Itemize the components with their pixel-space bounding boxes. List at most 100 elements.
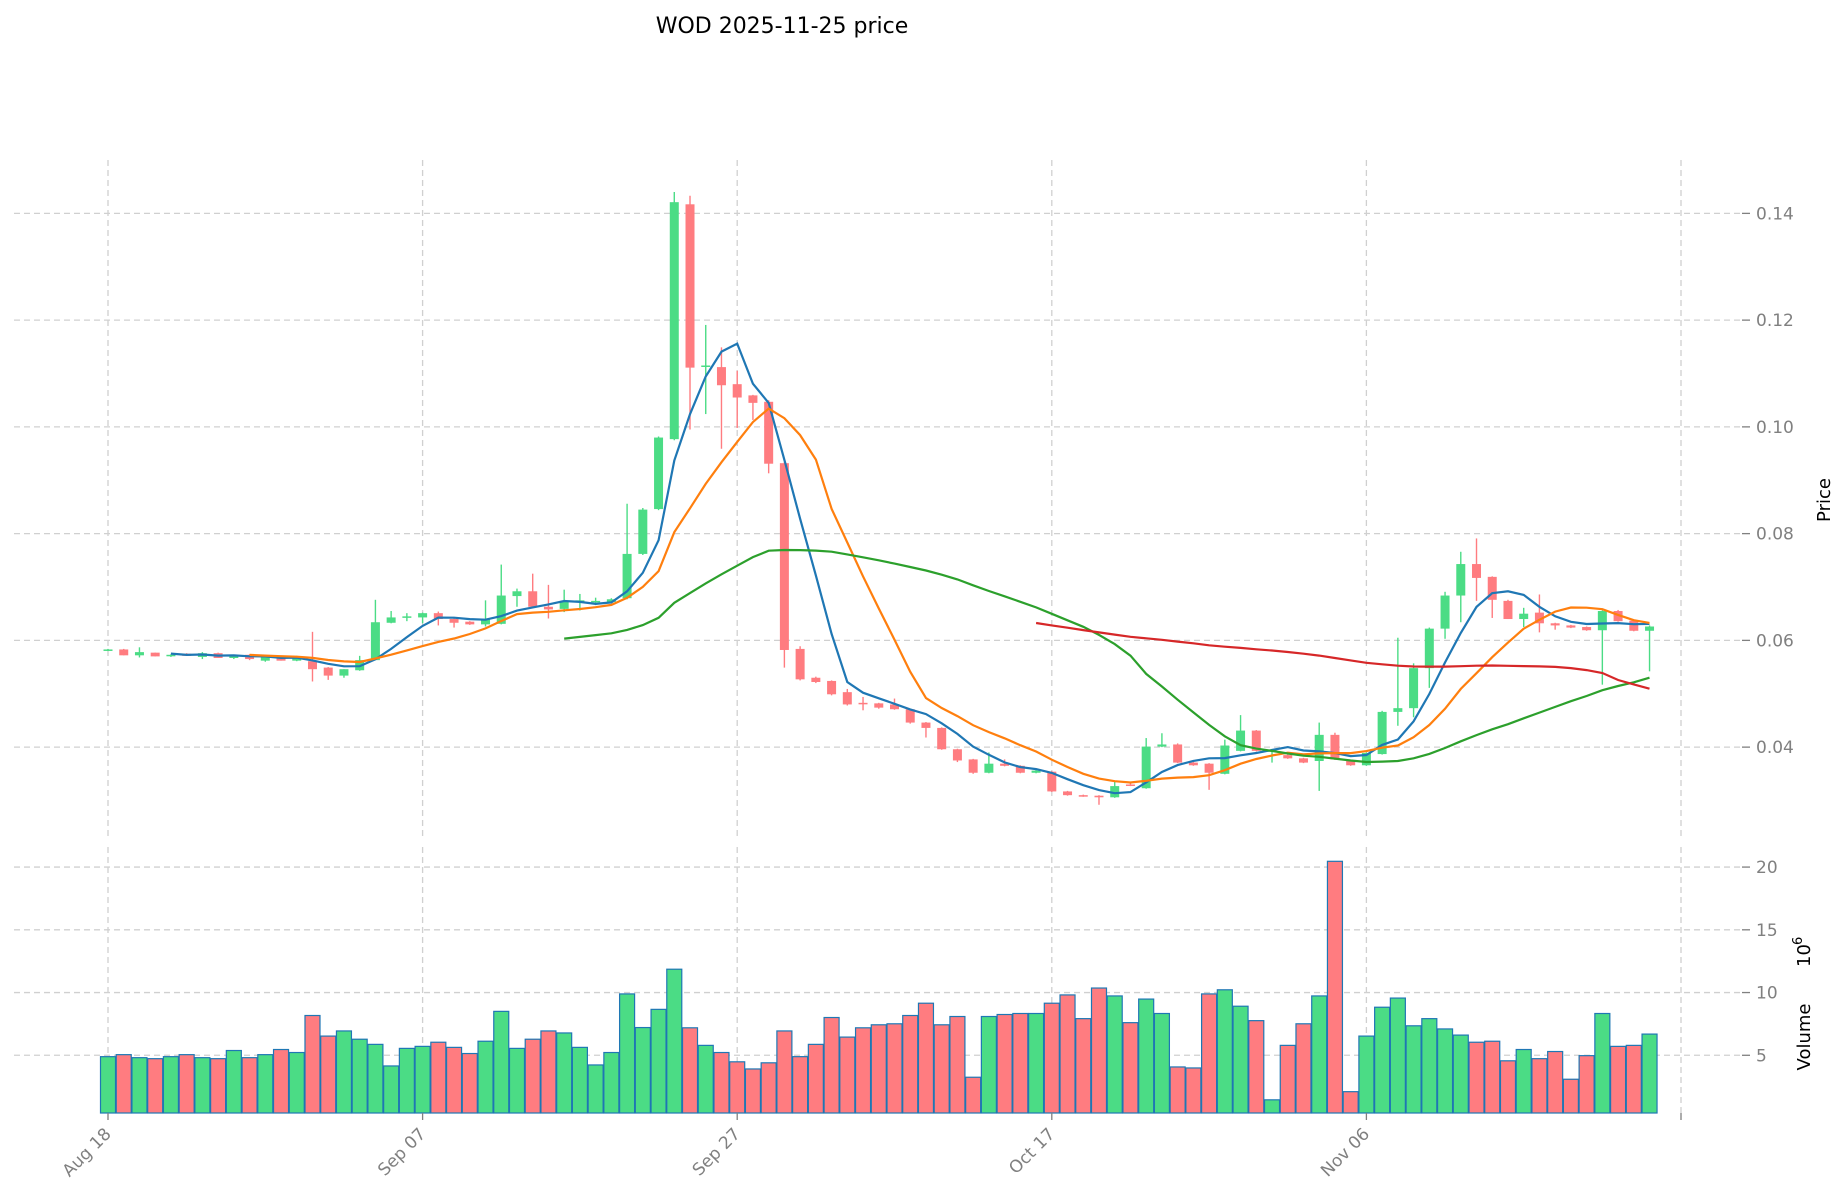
- x-tick-label: Oct 17: [1005, 1124, 1059, 1178]
- candle-body: [229, 655, 239, 658]
- volume-bar: [1641, 1033, 1658, 1114]
- candle-body: [1094, 795, 1104, 798]
- price-axis-label: Price: [1814, 478, 1835, 522]
- candle-body: [543, 606, 553, 610]
- candle: [1424, 627, 1434, 688]
- candle: [874, 702, 884, 709]
- candle-body: [166, 654, 176, 657]
- candle: [1456, 551, 1466, 623]
- candle-body: [1314, 734, 1324, 762]
- candle-body: [496, 595, 506, 624]
- ma30-line: [564, 548, 1650, 764]
- candle-body: [858, 702, 868, 705]
- volume-bar: [493, 1010, 510, 1114]
- volume-bar: [1216, 989, 1233, 1114]
- volume-tick-label: 5: [1756, 1046, 1767, 1066]
- candle-body: [150, 652, 160, 657]
- volume-bar: [1059, 994, 1076, 1114]
- candle-body: [1629, 620, 1639, 631]
- candle-body: [481, 619, 491, 625]
- candle: [827, 680, 837, 696]
- candle: [622, 503, 632, 600]
- candle-body: [1472, 564, 1482, 578]
- volume-bar: [162, 1056, 180, 1114]
- candle: [952, 748, 962, 763]
- candle-body: [811, 677, 821, 683]
- volume-bar: [666, 968, 683, 1114]
- volume-bar: [980, 1015, 997, 1114]
- volume-bar: [508, 1047, 526, 1114]
- candle: [1094, 795, 1104, 805]
- candle-body: [1361, 752, 1371, 766]
- volume-bar: [571, 1046, 589, 1114]
- candle-body: [1582, 627, 1592, 631]
- candle: [701, 324, 711, 415]
- volume-bar: [383, 1065, 400, 1114]
- volume-bar: [1421, 1018, 1438, 1114]
- volume-bar: [194, 1057, 211, 1114]
- volume-bar: [556, 1032, 573, 1114]
- volume-bar: [1484, 1040, 1501, 1114]
- candle-body: [559, 601, 569, 609]
- candle-body: [1346, 761, 1356, 766]
- x-tick-label: Sep 27: [689, 1124, 745, 1180]
- volume-bar: [398, 1047, 415, 1114]
- volume-bar: [257, 1054, 274, 1114]
- candle-body: [937, 727, 947, 750]
- candle: [543, 584, 553, 619]
- candle-body: [654, 437, 664, 510]
- volume-bar: [147, 1058, 164, 1114]
- volume-exponent-base: 10: [1794, 944, 1815, 967]
- candle: [323, 667, 333, 680]
- candle-body: [874, 703, 884, 708]
- volume-layer: [99, 860, 1658, 1114]
- volume-bar: [1515, 1048, 1532, 1114]
- volume-bar: [99, 1056, 117, 1114]
- candle: [1157, 733, 1167, 748]
- candle: [1173, 743, 1183, 764]
- candle: [1566, 624, 1576, 629]
- candle: [512, 588, 522, 607]
- candle-body: [984, 763, 994, 773]
- price-tick-label: 0.14: [1756, 204, 1794, 224]
- candle: [1487, 576, 1497, 618]
- candle-body: [764, 401, 774, 464]
- candle: [134, 647, 144, 658]
- candle: [386, 611, 396, 624]
- volume-bar: [1012, 1012, 1029, 1114]
- volume-bar: [1185, 1067, 1202, 1114]
- volume-bar: [1027, 1012, 1045, 1114]
- candle: [842, 688, 852, 706]
- candle-body: [1125, 784, 1135, 786]
- volume-bar: [1468, 1041, 1485, 1114]
- volume-bar: [1342, 1091, 1359, 1114]
- volume-bar: [776, 1030, 793, 1114]
- candle-body: [528, 591, 538, 607]
- volume-bar: [320, 1035, 337, 1114]
- volume-bar: [524, 1038, 541, 1114]
- volume-bar: [210, 1058, 227, 1114]
- candle-body: [1456, 564, 1466, 596]
- volume-bar: [288, 1051, 305, 1114]
- candle-body: [685, 204, 695, 368]
- volume-bar: [854, 1027, 872, 1114]
- candle-body: [1330, 734, 1340, 760]
- volume-bar: [1106, 995, 1123, 1114]
- candle: [748, 394, 758, 420]
- candle: [119, 648, 129, 656]
- candle-body: [323, 667, 333, 676]
- volume-bar: [603, 1051, 620, 1114]
- candle: [764, 400, 774, 474]
- volume-bar: [933, 1024, 950, 1114]
- ma10-line: [249, 407, 1650, 784]
- volume-bar: [1436, 1028, 1454, 1114]
- candle-body: [1236, 730, 1246, 751]
- volume-bar: [729, 1061, 746, 1114]
- candle-body: [732, 384, 742, 398]
- volume-bar: [1452, 1034, 1469, 1114]
- volume-bar: [1138, 998, 1155, 1114]
- candle-body: [449, 619, 459, 623]
- candle: [339, 669, 349, 678]
- volume-bar: [1562, 1078, 1579, 1114]
- volume-bar: [1326, 860, 1344, 1114]
